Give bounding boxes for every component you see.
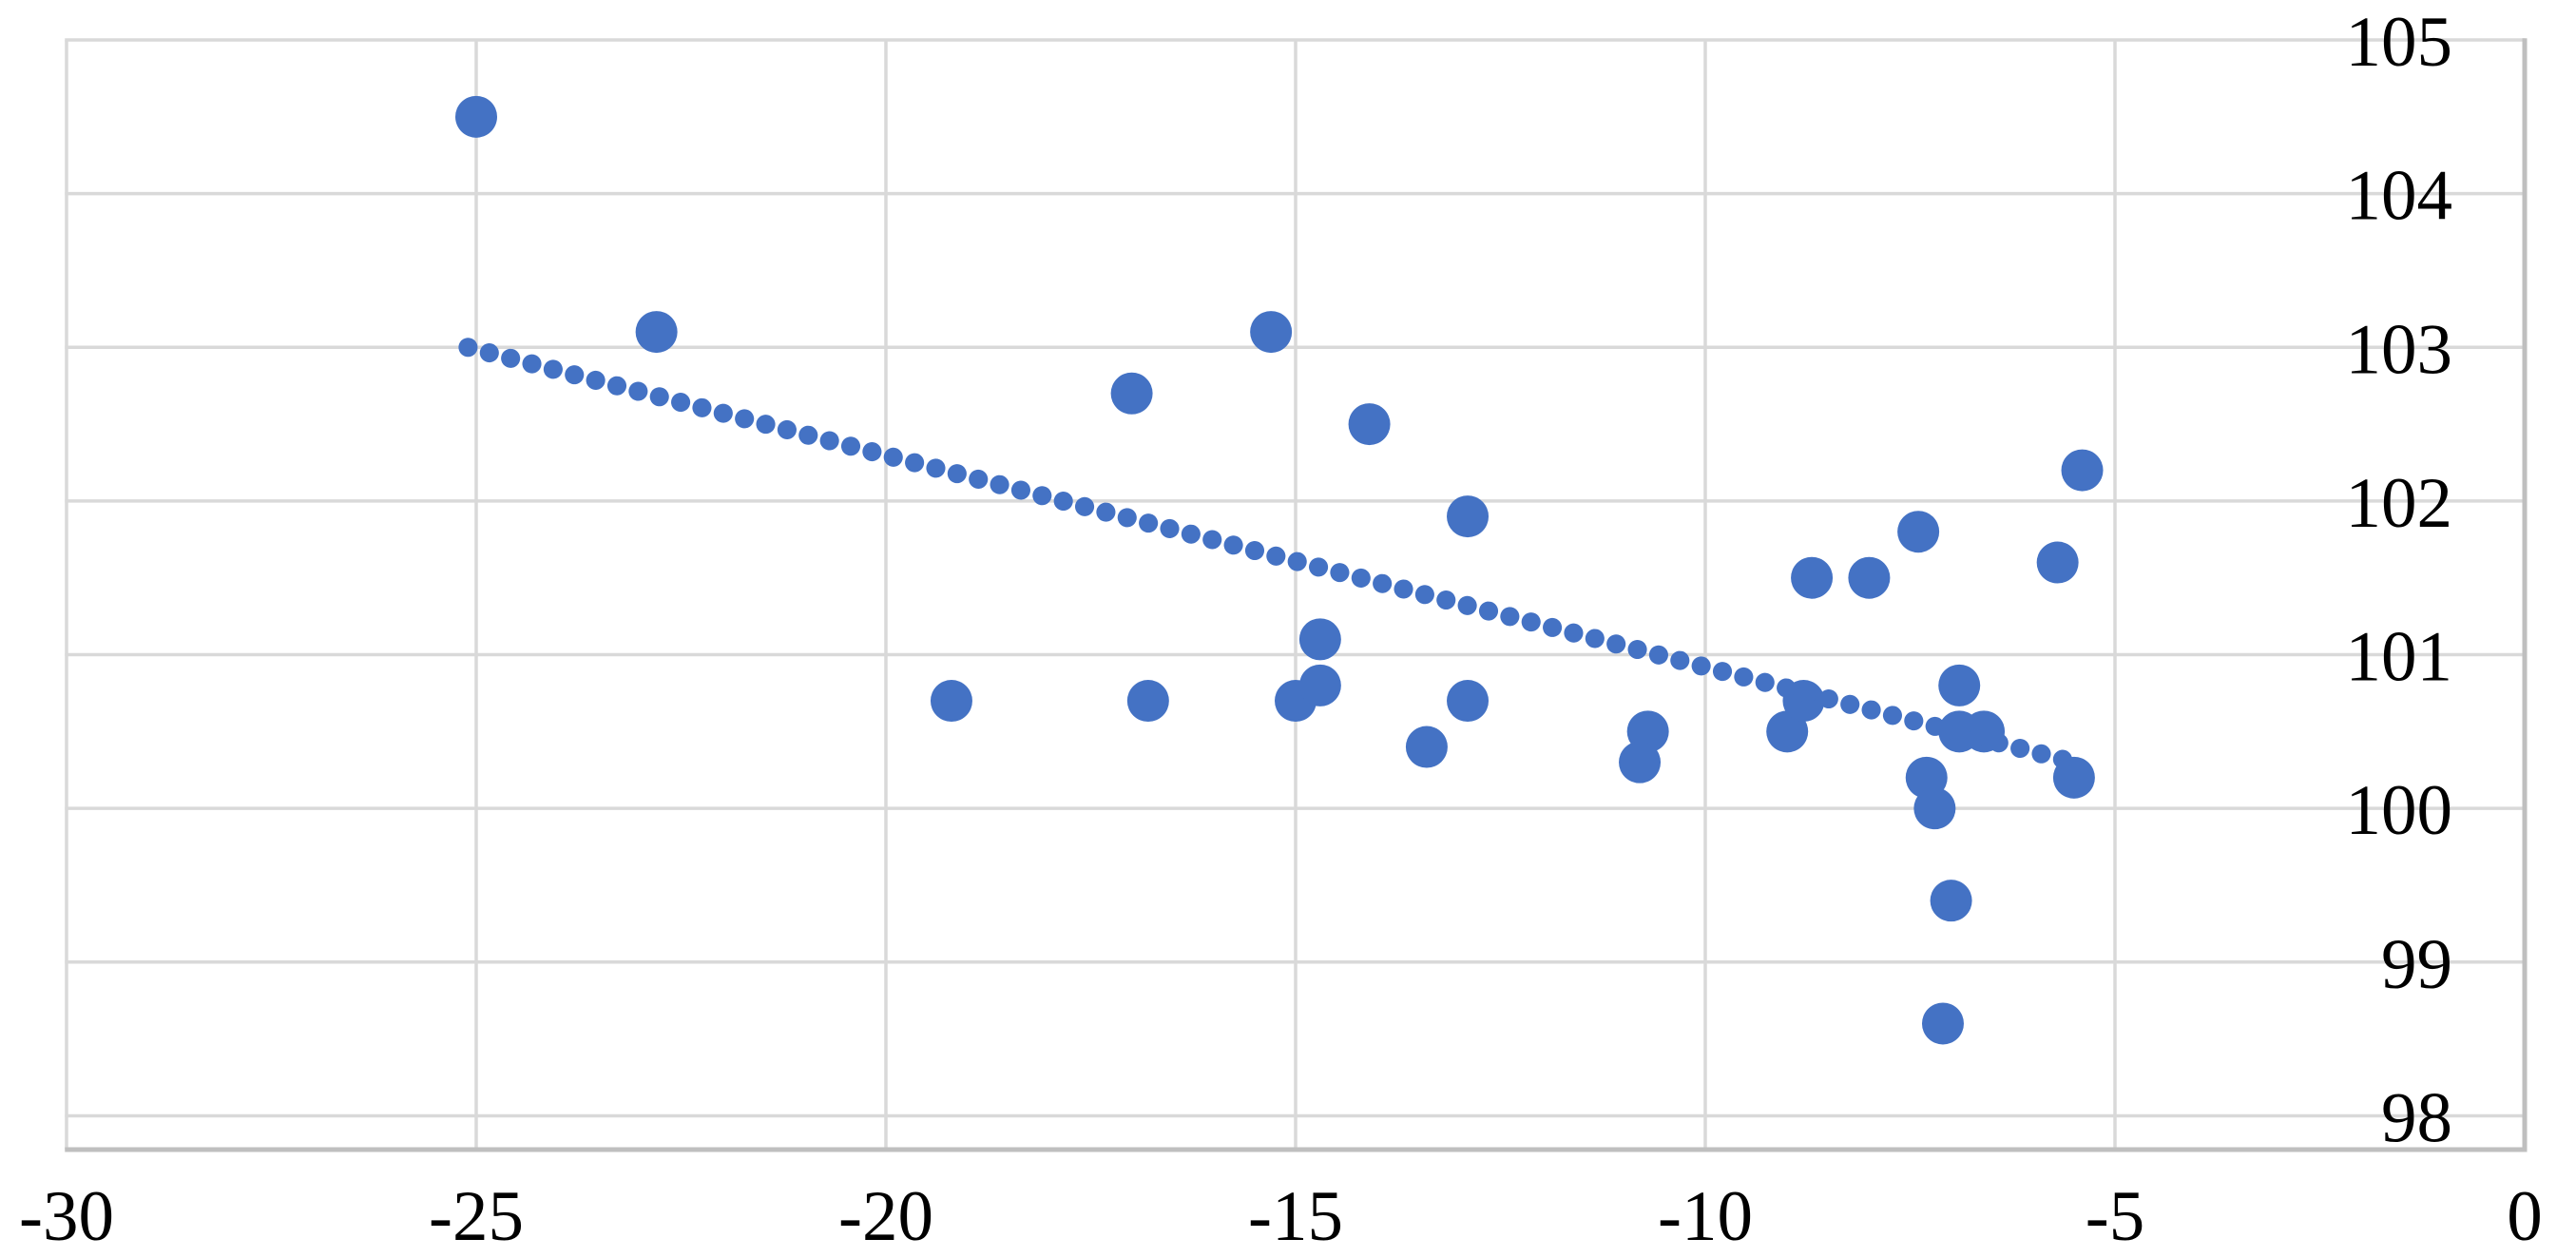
data-point [1938,664,1981,706]
y-tick-label: 102 [2346,464,2453,543]
data-point [1348,403,1391,446]
x-tick-label: 0 [2507,1177,2543,1256]
data-point [1791,556,1834,599]
data-point [1405,726,1448,768]
y-tick-label: 99 [2381,925,2452,1004]
y-tick-label: 98 [2381,1078,2452,1157]
axis-lines [65,38,2528,1152]
x-tick-label: -25 [429,1177,524,1256]
data-point [1897,511,1940,553]
y-axis-labels: 105 104 103 102 101 100 99 98 [2346,3,2453,1157]
data-point [455,95,497,138]
data-point [1848,556,1891,599]
x-tick-label: -30 [19,1177,114,1256]
data-point [1126,680,1169,723]
data-point [2036,541,2079,584]
gridlines [65,38,2527,1150]
dotted-trendline [458,338,2084,772]
data-point [1766,710,1809,753]
data-point [1447,495,1490,538]
data-point [1921,1002,1964,1045]
x-tick-label: -20 [838,1177,933,1256]
y-tick-label: 104 [2346,157,2453,236]
data-point [1619,741,1662,784]
y-tick-label: 101 [2346,618,2453,697]
data-point [635,311,678,354]
data-point [1298,618,1341,661]
data-point [1110,372,1153,415]
x-tick-label: -10 [1658,1177,1753,1256]
data-point [930,680,972,723]
data-point [2061,449,2104,492]
x-tick-label: -5 [2086,1177,2144,1256]
data-point [1930,880,1972,922]
data-point [1298,664,1341,706]
data-point [1447,680,1490,723]
y-tick-label: 105 [2346,3,2453,82]
data-point [1250,311,1293,354]
y-tick-label: 103 [2346,310,2453,389]
y-tick-label: 100 [2346,771,2453,850]
x-axis-labels: -30 -25 -20 -15 -10 -5 0 [19,1177,2543,1256]
data-point [1913,787,1956,830]
x-tick-label: -15 [1248,1177,1343,1256]
